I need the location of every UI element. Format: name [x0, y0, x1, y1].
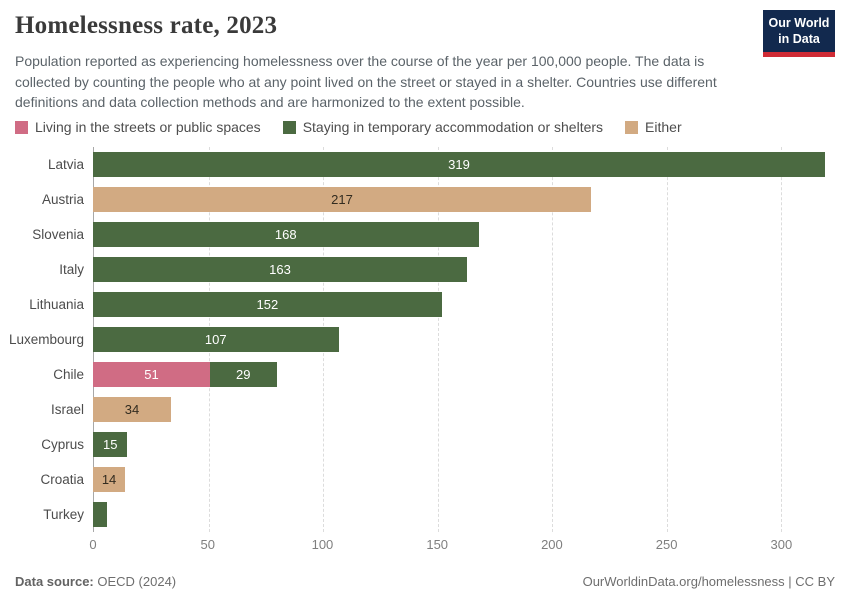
bar-track: 107	[93, 322, 825, 357]
bar-track: 319	[93, 147, 825, 182]
country-label[interactable]: Cyprus	[41, 437, 84, 452]
owid-logo-stripe	[763, 51, 835, 57]
bar-segment-either[interactable]: 217	[93, 187, 591, 212]
rows-container: Latvia 319 Austria 217 Slovenia 168 Italy 163 Li…	[8, 147, 825, 532]
x-axis: 0 50 100 150 200 250 300	[89, 532, 825, 554]
bar-track: 217	[93, 182, 825, 217]
bar-segment-shelters[interactable]: 107	[93, 327, 339, 352]
country-label[interactable]: Slovenia	[32, 227, 84, 242]
data-source: Data source: OECD (2024)	[15, 574, 176, 589]
x-tick-200: 200	[541, 537, 563, 552]
credit-link[interactable]: OurWorldinData.org/homelessness | CC BY	[582, 574, 835, 589]
country-label[interactable]: Israel	[50, 402, 84, 417]
bar-segment-shelters[interactable]: 319	[93, 152, 825, 177]
data-source-value: OECD (2024)	[97, 574, 177, 589]
legend-swatch-either	[625, 120, 639, 134]
bar-track: 152	[93, 287, 825, 322]
bar-track: 14	[93, 462, 825, 497]
legend-swatch-streets	[15, 120, 28, 134]
legend-item-shelters[interactable]: Staying in temporary accommodation or sh…	[282, 119, 604, 135]
bar-row-latvia: Latvia 319	[15, 147, 825, 182]
country-label[interactable]: Lithuania	[29, 297, 84, 312]
bar-segment-shelters[interactable]: 29	[210, 362, 277, 387]
bar-track: 34	[93, 392, 825, 427]
legend-label: Living in the streets or public spaces	[35, 119, 261, 135]
bar-row-chile: Chile 51 29	[15, 357, 825, 392]
bar-segment-shelters[interactable]	[93, 502, 107, 527]
x-tick-300: 300	[770, 537, 793, 552]
gridline-200	[552, 147, 554, 532]
bar-row-austria: Austria 217	[15, 182, 825, 217]
bar-chart: Latvia 319 Austria 217 Slovenia 168 Italy 163 Li…	[8, 147, 825, 554]
chart-footer: Data source: OECD (2024) OurWorldinData.…	[15, 574, 835, 589]
country-label[interactable]: Croatia	[40, 472, 84, 487]
legend-label: Either	[645, 119, 682, 135]
page-title: Homelessness rate, 2023	[15, 12, 278, 39]
bar-row-croatia: Croatia 14	[15, 462, 825, 497]
bar-segment-shelters[interactable]: 163	[93, 257, 468, 282]
x-tick-50: 50	[200, 537, 215, 552]
legend-label: Staying in temporary accommodation or sh…	[302, 119, 604, 135]
bar-segment-shelters[interactable]: 168	[93, 222, 479, 247]
bar-segment-either[interactable]: 14	[93, 467, 126, 492]
bar-row-lithuania: Lithuania 152	[15, 287, 825, 322]
legend-item-either[interactable]: Either	[625, 119, 682, 135]
gridline-150	[437, 147, 439, 532]
bar-track: 15	[93, 427, 825, 462]
bar-row-israel: Israel 34	[15, 392, 825, 427]
x-tick-250: 250	[655, 537, 678, 552]
bar-track	[93, 497, 825, 532]
bar-row-luxembourg: Luxembourg 107	[8, 322, 825, 357]
country-label[interactable]: Luxembourg	[8, 332, 84, 347]
bar-row-slovenia: Slovenia 168	[15, 217, 825, 252]
bar-segment-streets[interactable]: 51	[93, 362, 211, 387]
bar-track: 163	[93, 252, 825, 287]
owid-logo-text: Our World in Data	[763, 10, 835, 52]
x-tick-0: 0	[89, 537, 97, 552]
legend: Living in the streets or public spaces St…	[15, 119, 682, 135]
country-label[interactable]: Chile	[53, 367, 84, 382]
data-source-label: Data source:	[15, 574, 94, 589]
country-label[interactable]: Turkey	[43, 507, 84, 522]
country-label[interactable]: Latvia	[47, 157, 84, 172]
x-tick-100: 100	[311, 537, 334, 552]
gridline-250	[666, 147, 668, 532]
owid-logo[interactable]: Our World in Data	[763, 10, 835, 57]
bar-track: 168	[93, 217, 825, 252]
x-tick-150: 150	[426, 537, 449, 552]
country-label[interactable]: Austria	[41, 192, 84, 207]
bar-track: 51 29	[93, 357, 825, 392]
bar-row-cyprus: Cyprus 15	[15, 427, 825, 462]
chart-subtitle: Population reported as experiencing home…	[15, 53, 717, 111]
bar-row-turkey: Turkey	[15, 497, 825, 532]
bar-row-italy: Italy 163	[15, 252, 825, 287]
legend-swatch-shelters	[282, 120, 296, 134]
country-label[interactable]: Italy	[59, 262, 84, 277]
bar-segment-shelters[interactable]: 152	[93, 292, 442, 317]
gridline-300	[781, 147, 783, 532]
bar-segment-shelters[interactable]: 15	[93, 432, 128, 457]
bar-segment-either[interactable]: 34	[93, 397, 172, 422]
legend-item-streets[interactable]: Living in the streets or public spaces	[15, 119, 261, 135]
